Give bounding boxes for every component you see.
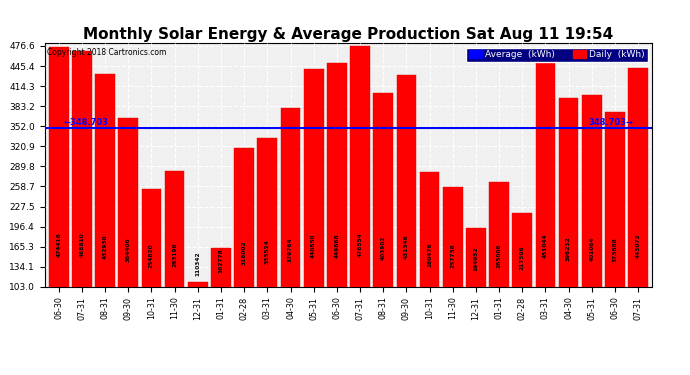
Bar [397, 75, 416, 353]
Text: 379764: 379764 [288, 237, 293, 262]
Text: 403902: 403902 [381, 236, 386, 260]
Text: 440850: 440850 [311, 234, 316, 258]
Bar [257, 138, 277, 353]
Title: Monthly Solar Energy & Average Production Sat Aug 11 19:54: Monthly Solar Energy & Average Productio… [83, 27, 613, 42]
Text: 373688: 373688 [613, 237, 618, 262]
Text: 364406: 364406 [126, 238, 131, 262]
Text: 110342: 110342 [195, 251, 200, 276]
Text: 443072: 443072 [635, 234, 640, 258]
Bar [235, 148, 254, 353]
Bar [49, 47, 68, 353]
Text: 468810: 468810 [79, 232, 84, 257]
Bar [351, 46, 370, 353]
Bar [513, 213, 532, 353]
Text: 265006: 265006 [497, 243, 502, 267]
Bar [327, 63, 346, 353]
Bar [211, 248, 231, 353]
Bar [188, 282, 208, 353]
Text: 194952: 194952 [473, 247, 478, 271]
Text: 449868: 449868 [335, 233, 339, 258]
Bar [95, 74, 115, 353]
Text: 476554: 476554 [357, 232, 362, 256]
Text: 257738: 257738 [451, 243, 455, 268]
Legend: Average  (kWh), Daily  (kWh): Average (kWh), Daily (kWh) [466, 48, 647, 62]
Bar [443, 187, 462, 353]
Text: 401064: 401064 [589, 236, 594, 261]
Text: 432930: 432930 [103, 234, 108, 259]
Bar [629, 68, 648, 353]
Bar [466, 228, 486, 353]
Text: ←348.703: ←348.703 [63, 117, 108, 126]
Text: 162778: 162778 [219, 248, 224, 273]
Bar [559, 98, 578, 353]
Bar [304, 69, 324, 353]
Bar [535, 63, 555, 353]
Text: 348.703→: 348.703→ [589, 117, 633, 126]
Bar [605, 112, 625, 353]
Bar [582, 94, 602, 353]
Text: 333524: 333524 [265, 239, 270, 264]
Bar [420, 172, 440, 353]
Bar [489, 182, 509, 353]
Text: 283196: 283196 [172, 242, 177, 267]
Text: Copyright 2018 Cartronics.com: Copyright 2018 Cartronics.com [47, 48, 166, 57]
Bar [373, 93, 393, 353]
Text: 451044: 451044 [543, 233, 548, 258]
Text: 431346: 431346 [404, 234, 409, 259]
Text: 474416: 474416 [57, 232, 61, 257]
Bar [72, 51, 92, 353]
Bar [141, 189, 161, 353]
Text: 217506: 217506 [520, 245, 525, 270]
Bar [165, 171, 184, 353]
Text: 280476: 280476 [427, 242, 432, 267]
Bar [119, 118, 138, 353]
Text: 254820: 254820 [149, 243, 154, 268]
Text: 396232: 396232 [566, 236, 571, 261]
Bar [281, 108, 300, 353]
Text: 318002: 318002 [241, 240, 246, 265]
